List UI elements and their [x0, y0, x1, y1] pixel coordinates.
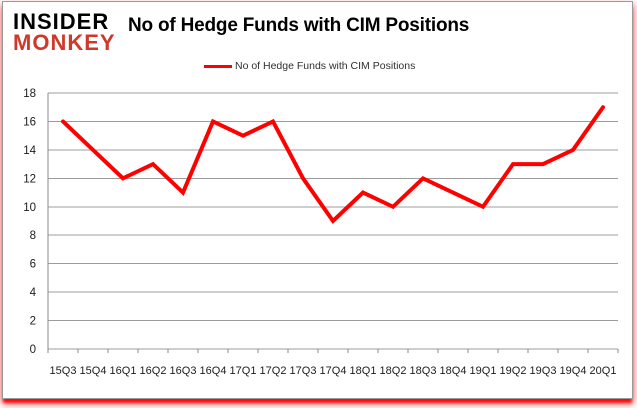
x-axis-label: 17Q2: [260, 365, 287, 377]
y-axis-label: 4: [30, 287, 37, 299]
x-axis-label: 18Q3: [410, 365, 437, 377]
y-axis-label: 16: [23, 116, 36, 128]
x-axis-label: 16Q1: [110, 365, 137, 377]
x-axis-label: 17Q4: [320, 365, 347, 377]
x-axis-label: 18Q2: [380, 365, 407, 377]
x-axis-label: 17Q1: [230, 365, 257, 377]
insider-monkey-logo: INSIDER MONKEY: [13, 9, 116, 55]
x-axis-label: 16Q2: [140, 365, 167, 377]
x-axis-label: 16Q4: [200, 365, 227, 377]
legend-label: No of Hedge Funds with CIM Positions: [235, 60, 416, 72]
y-axis-label: 0: [30, 344, 36, 356]
y-axis-label: 14: [23, 145, 36, 157]
x-axis-label: 19Q1: [470, 365, 497, 377]
legend-line-swatch: [204, 64, 232, 68]
logo-text-insider: INSIDER: [13, 9, 110, 34]
chart-title: No of Hedge Funds with CIM Positions: [128, 15, 470, 36]
x-axis-label: 19Q4: [560, 365, 587, 377]
x-axis-label: 18Q1: [350, 365, 377, 377]
y-axis-label: 18: [23, 88, 36, 100]
x-axis-label: 17Q3: [290, 365, 317, 377]
x-axis-label: 15Q4: [80, 365, 107, 377]
logo-text-monkey: MONKEY: [13, 30, 116, 55]
data-line: [61, 105, 605, 225]
x-axis-label: 19Q2: [500, 365, 527, 377]
legend: No of Hedge Funds with CIM Positions: [204, 59, 415, 73]
x-axis-label: 15Q3: [50, 365, 77, 377]
x-axis-label: 19Q3: [530, 365, 557, 377]
x-axis-label: 20Q1: [590, 365, 617, 377]
y-axis-label: 12: [23, 173, 36, 185]
y-axis-label: 2: [30, 316, 36, 328]
y-axis-label: 8: [30, 230, 36, 242]
y-axis-label: 6: [30, 259, 36, 271]
y-axis-label: 10: [23, 202, 36, 214]
x-axis-label: 18Q4: [440, 365, 467, 377]
chart-card: INSIDER MONKEY No of Hedge Funds with CI…: [2, 1, 633, 399]
x-axis-label: 16Q3: [170, 365, 197, 377]
